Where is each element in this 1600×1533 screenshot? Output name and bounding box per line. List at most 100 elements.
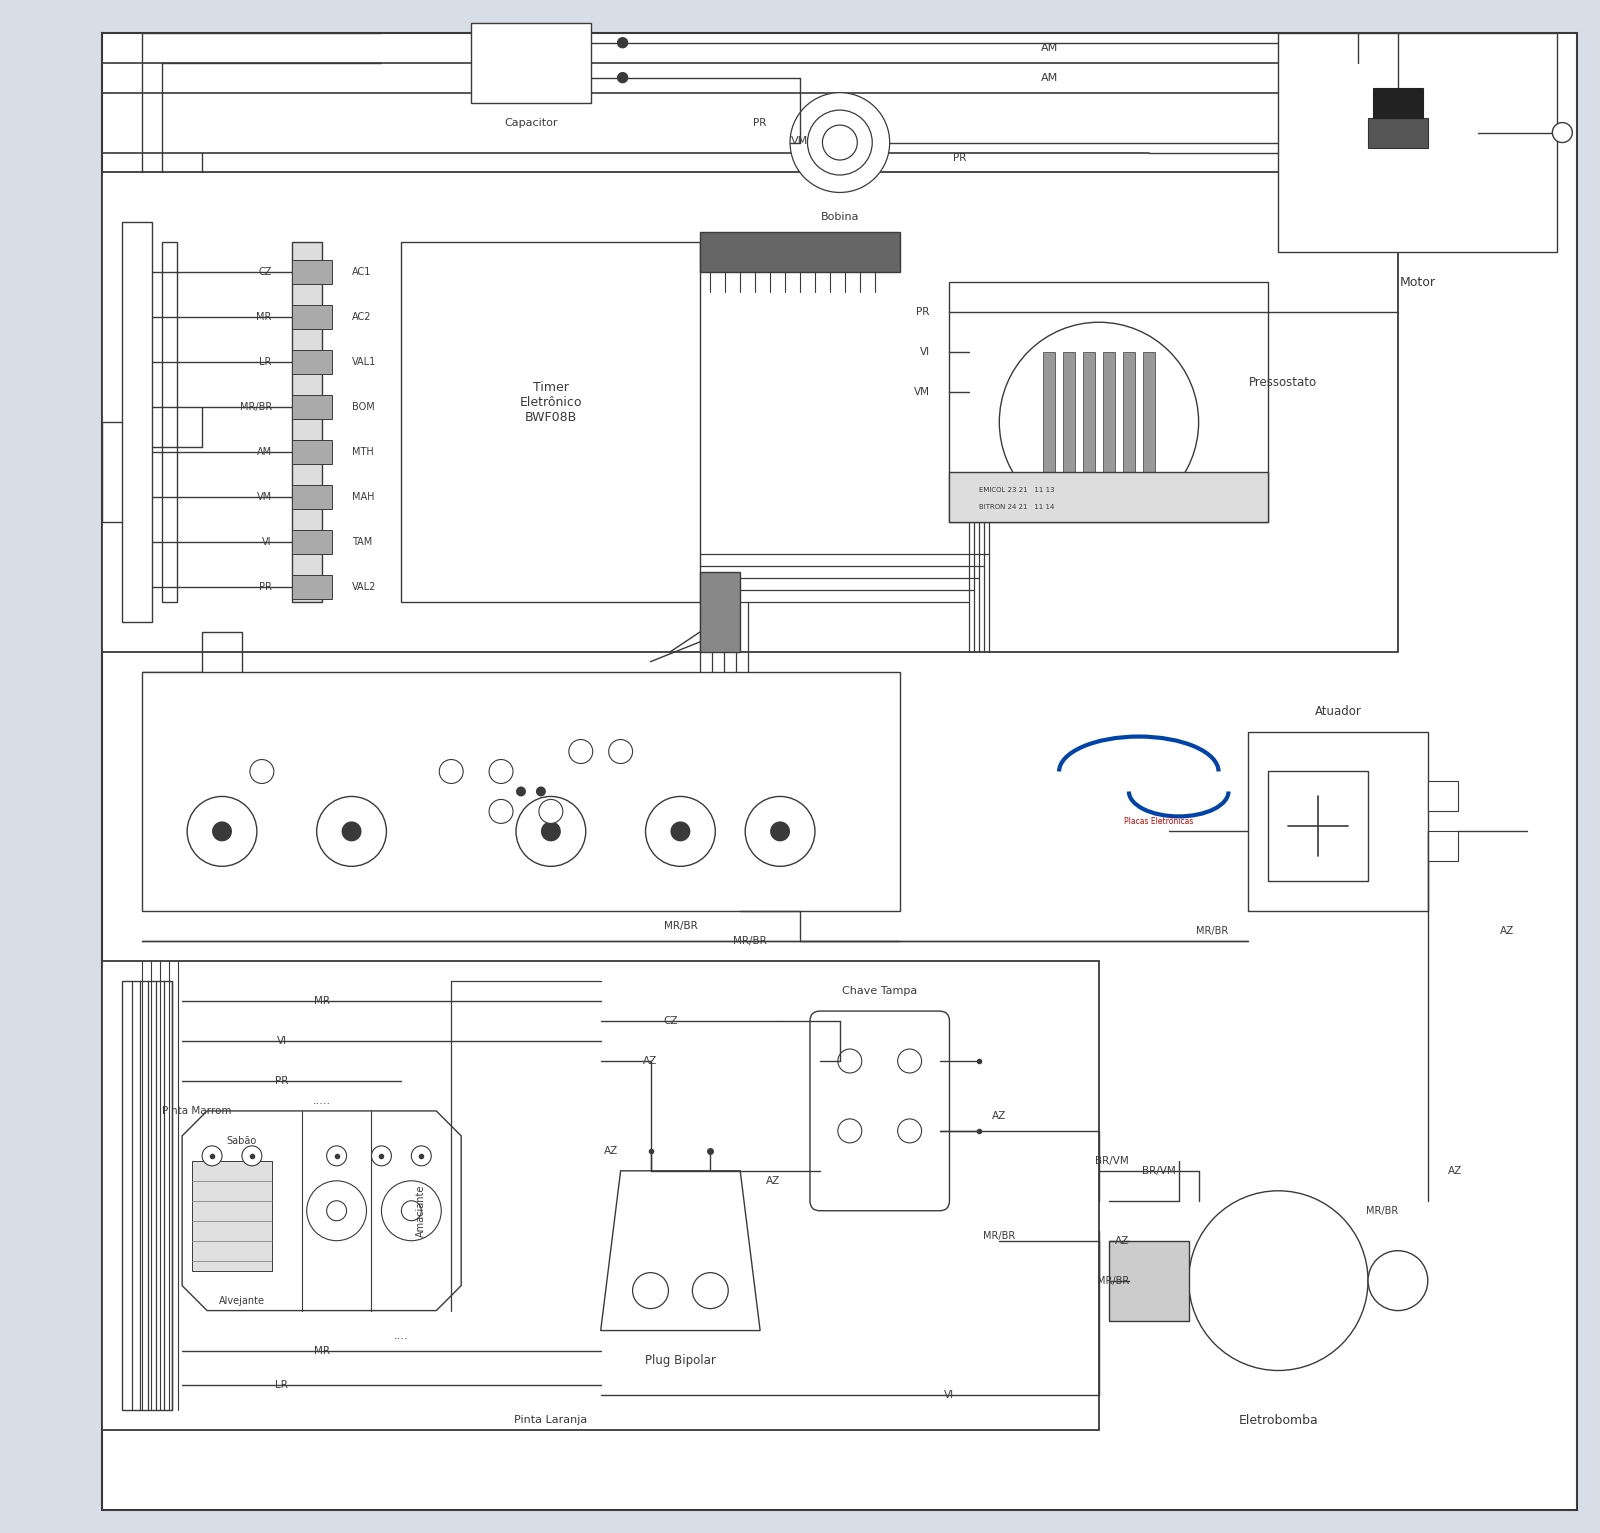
Text: MR/BR: MR/BR — [733, 937, 766, 946]
Text: AM: AM — [256, 448, 272, 457]
Text: Pinta Laranja: Pinta Laranja — [514, 1415, 587, 1426]
Bar — [291, 261, 331, 284]
Text: MR/BR: MR/BR — [982, 1231, 1016, 1240]
Text: MR/BR: MR/BR — [664, 921, 698, 931]
Bar — [291, 350, 331, 374]
Circle shape — [539, 799, 563, 823]
Text: MR/BR: MR/BR — [240, 402, 272, 412]
Bar — [1043, 353, 1054, 492]
Circle shape — [838, 1119, 862, 1144]
Circle shape — [608, 739, 632, 763]
Circle shape — [326, 1145, 347, 1165]
Text: VI: VI — [944, 1390, 955, 1401]
Text: AZ: AZ — [992, 1111, 1006, 1121]
Bar — [1142, 353, 1155, 492]
Polygon shape — [600, 1171, 760, 1331]
Text: PR: PR — [952, 152, 966, 162]
Circle shape — [618, 72, 627, 83]
Text: MR/BR: MR/BR — [1366, 1206, 1398, 1216]
Polygon shape — [1318, 143, 1478, 193]
Circle shape — [541, 822, 562, 842]
Text: TAM: TAM — [352, 537, 371, 547]
Bar — [162, 242, 178, 602]
Bar — [291, 242, 322, 602]
Text: LR: LR — [275, 1380, 288, 1390]
Text: AC2: AC2 — [352, 313, 371, 322]
Bar — [402, 242, 701, 602]
Text: Capacitor: Capacitor — [504, 118, 558, 127]
Circle shape — [822, 126, 858, 159]
Text: Bobina: Bobina — [821, 213, 859, 222]
Text: MR/BR: MR/BR — [1096, 1275, 1130, 1286]
Circle shape — [402, 1200, 421, 1220]
Text: CZ: CZ — [664, 1016, 678, 1026]
Text: VAL1: VAL1 — [352, 357, 376, 368]
Text: VI: VI — [277, 1036, 286, 1046]
Bar — [1427, 831, 1458, 862]
Text: LR: LR — [259, 357, 272, 368]
Circle shape — [371, 1145, 392, 1165]
Text: .....: ..... — [312, 1096, 331, 1105]
Bar — [142, 671, 899, 911]
Bar — [291, 575, 331, 599]
Text: AC1: AC1 — [352, 267, 371, 277]
Circle shape — [202, 1145, 222, 1165]
Circle shape — [317, 797, 387, 866]
Circle shape — [187, 797, 258, 866]
Bar — [1102, 353, 1115, 492]
Bar — [192, 1160, 272, 1271]
Text: Amaciante: Amaciante — [416, 1185, 426, 1237]
Circle shape — [770, 822, 790, 842]
Text: VI: VI — [262, 537, 272, 547]
Text: PR: PR — [917, 307, 930, 317]
Text: PR: PR — [754, 118, 766, 127]
Bar — [122, 222, 152, 622]
Text: AZ: AZ — [1501, 926, 1515, 937]
Text: Pinta Marrom: Pinta Marrom — [162, 1105, 232, 1116]
Circle shape — [898, 1049, 922, 1073]
Circle shape — [1189, 1191, 1368, 1371]
Circle shape — [808, 110, 872, 175]
Bar — [1269, 771, 1368, 881]
Text: Timer
Eletrônico
BWF08B: Timer Eletrônico BWF08B — [520, 380, 582, 423]
Circle shape — [440, 759, 462, 783]
Text: Placas Eletrônicas: Placas Eletrônicas — [1125, 817, 1194, 826]
Circle shape — [242, 1145, 262, 1165]
Bar — [701, 233, 899, 273]
Bar — [1062, 353, 1075, 492]
Circle shape — [213, 822, 232, 842]
Bar — [291, 305, 331, 330]
Circle shape — [645, 797, 715, 866]
Text: MR: MR — [256, 313, 272, 322]
Text: AZ: AZ — [643, 1056, 658, 1065]
Bar — [1427, 782, 1458, 811]
Text: MR: MR — [314, 1346, 330, 1355]
Bar — [1109, 1240, 1189, 1320]
Text: Atuador: Atuador — [1315, 705, 1362, 717]
Circle shape — [1000, 322, 1198, 521]
Text: MTH: MTH — [352, 448, 373, 457]
Circle shape — [746, 797, 814, 866]
Circle shape — [307, 1180, 366, 1240]
Text: BOM: BOM — [352, 402, 374, 412]
Text: AM: AM — [1040, 43, 1058, 52]
Text: Sabão: Sabão — [227, 1136, 258, 1145]
FancyBboxPatch shape — [810, 1012, 949, 1211]
Bar — [291, 530, 331, 553]
Bar — [1278, 32, 1557, 253]
Bar — [291, 396, 331, 419]
Text: BITRON 24 21   11 14: BITRON 24 21 11 14 — [979, 504, 1054, 510]
Bar — [1248, 731, 1427, 911]
Circle shape — [693, 1272, 728, 1309]
Circle shape — [898, 1119, 922, 1144]
Bar — [701, 572, 741, 652]
Text: VAL2: VAL2 — [352, 583, 376, 592]
Bar — [1083, 353, 1094, 492]
Text: MAH: MAH — [352, 492, 374, 501]
Bar — [291, 440, 331, 464]
Circle shape — [570, 739, 592, 763]
Text: Plug Bipolar: Plug Bipolar — [645, 1354, 715, 1367]
Text: EMICOL 23 21   11 13: EMICOL 23 21 11 13 — [979, 487, 1054, 494]
Circle shape — [490, 799, 514, 823]
Text: VM: VM — [256, 492, 272, 501]
